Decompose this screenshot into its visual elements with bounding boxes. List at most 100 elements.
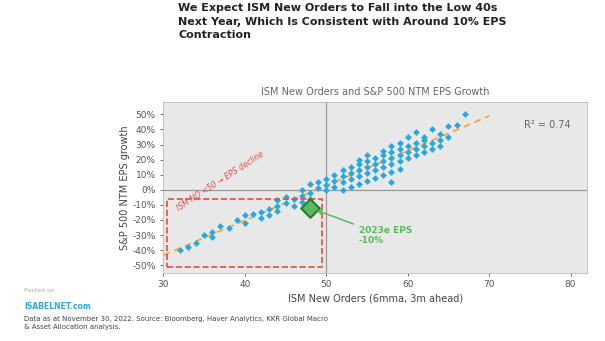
Point bbox=[443, 124, 453, 129]
Title: ISM New Orders and S&P 500 NTM EPS Growth: ISM New Orders and S&P 500 NTM EPS Growt… bbox=[261, 87, 489, 98]
Point bbox=[362, 178, 372, 183]
Point bbox=[419, 143, 429, 149]
Point bbox=[403, 134, 413, 140]
Point bbox=[419, 134, 429, 140]
Point bbox=[354, 174, 364, 179]
Point bbox=[387, 155, 396, 161]
Point bbox=[354, 181, 364, 187]
Point bbox=[427, 140, 437, 146]
Point bbox=[338, 167, 347, 173]
Point bbox=[370, 175, 380, 180]
Point bbox=[354, 161, 364, 167]
Point bbox=[378, 164, 388, 170]
Y-axis label: S&P 500 NTM EPS growth: S&P 500 NTM EPS growth bbox=[120, 125, 129, 250]
Point bbox=[346, 177, 356, 182]
Point bbox=[411, 146, 420, 152]
Point bbox=[321, 177, 331, 182]
Point bbox=[338, 174, 347, 179]
Point bbox=[305, 190, 315, 195]
Point bbox=[272, 204, 282, 209]
Point bbox=[403, 143, 413, 149]
Point bbox=[175, 248, 185, 253]
Point bbox=[346, 164, 356, 170]
Point bbox=[297, 193, 307, 198]
Point bbox=[208, 234, 217, 239]
Point bbox=[354, 167, 364, 173]
Point bbox=[362, 164, 372, 170]
Point bbox=[378, 159, 388, 164]
Point bbox=[338, 187, 347, 193]
Point bbox=[330, 172, 339, 177]
Point bbox=[281, 201, 290, 206]
Point bbox=[321, 182, 331, 188]
Point bbox=[427, 146, 437, 152]
Point bbox=[378, 152, 388, 158]
Point bbox=[346, 170, 356, 176]
Point bbox=[264, 207, 274, 212]
Text: Posted on: Posted on bbox=[24, 288, 55, 293]
Point bbox=[338, 180, 347, 185]
Point bbox=[411, 152, 420, 158]
Text: ISM NO <50 → EPS decline: ISM NO <50 → EPS decline bbox=[175, 149, 266, 212]
Point bbox=[387, 180, 396, 185]
X-axis label: ISM New Orders (6mma, 3m ahead): ISM New Orders (6mma, 3m ahead) bbox=[287, 294, 463, 303]
Point bbox=[436, 143, 445, 149]
Point bbox=[208, 229, 217, 235]
Point bbox=[183, 244, 192, 250]
Text: R² = 0.74: R² = 0.74 bbox=[524, 120, 571, 130]
Point bbox=[313, 180, 323, 185]
Point bbox=[257, 216, 266, 221]
Point bbox=[443, 134, 453, 140]
Point bbox=[362, 152, 372, 158]
Point bbox=[330, 178, 339, 183]
Point bbox=[272, 208, 282, 214]
Point bbox=[378, 148, 388, 153]
Point bbox=[346, 184, 356, 190]
Point bbox=[370, 167, 380, 173]
Point bbox=[281, 195, 290, 200]
Point bbox=[305, 181, 315, 187]
Point bbox=[419, 149, 429, 155]
Point bbox=[411, 140, 420, 146]
Text: ISABELNET.com: ISABELNET.com bbox=[24, 302, 91, 311]
Point bbox=[370, 155, 380, 161]
Point bbox=[240, 213, 250, 218]
Point bbox=[305, 196, 315, 202]
Point bbox=[297, 187, 307, 193]
Point bbox=[313, 186, 323, 191]
Point bbox=[215, 223, 225, 229]
Point bbox=[436, 131, 445, 137]
Point bbox=[403, 149, 413, 155]
Point bbox=[330, 184, 339, 190]
Point bbox=[321, 187, 331, 193]
Point bbox=[427, 127, 437, 132]
Text: 2023e EPS
-10%: 2023e EPS -10% bbox=[318, 210, 412, 246]
Point bbox=[370, 161, 380, 167]
Point bbox=[411, 130, 420, 135]
Text: We Expect ISM New Orders to Fall into the Low 40s
Next Year, Which Is Consistent: We Expect ISM New Orders to Fall into th… bbox=[178, 3, 507, 40]
Point bbox=[354, 157, 364, 162]
Point bbox=[460, 112, 469, 117]
Point bbox=[257, 210, 266, 215]
Point bbox=[452, 122, 462, 128]
Point bbox=[289, 196, 298, 202]
Point bbox=[378, 172, 388, 177]
Point bbox=[387, 143, 396, 149]
Point bbox=[264, 213, 274, 218]
Point bbox=[362, 159, 372, 164]
Point bbox=[232, 217, 241, 223]
Point bbox=[387, 149, 396, 155]
Point bbox=[394, 159, 404, 164]
Point bbox=[289, 204, 298, 209]
Point bbox=[394, 146, 404, 152]
Point bbox=[191, 240, 201, 246]
Point bbox=[394, 166, 404, 172]
Point bbox=[224, 225, 234, 230]
Point bbox=[394, 140, 404, 146]
Point bbox=[394, 152, 404, 158]
Point bbox=[272, 198, 282, 203]
Point bbox=[248, 211, 258, 217]
Point bbox=[297, 199, 307, 205]
Point bbox=[419, 137, 429, 143]
Point bbox=[240, 220, 250, 226]
